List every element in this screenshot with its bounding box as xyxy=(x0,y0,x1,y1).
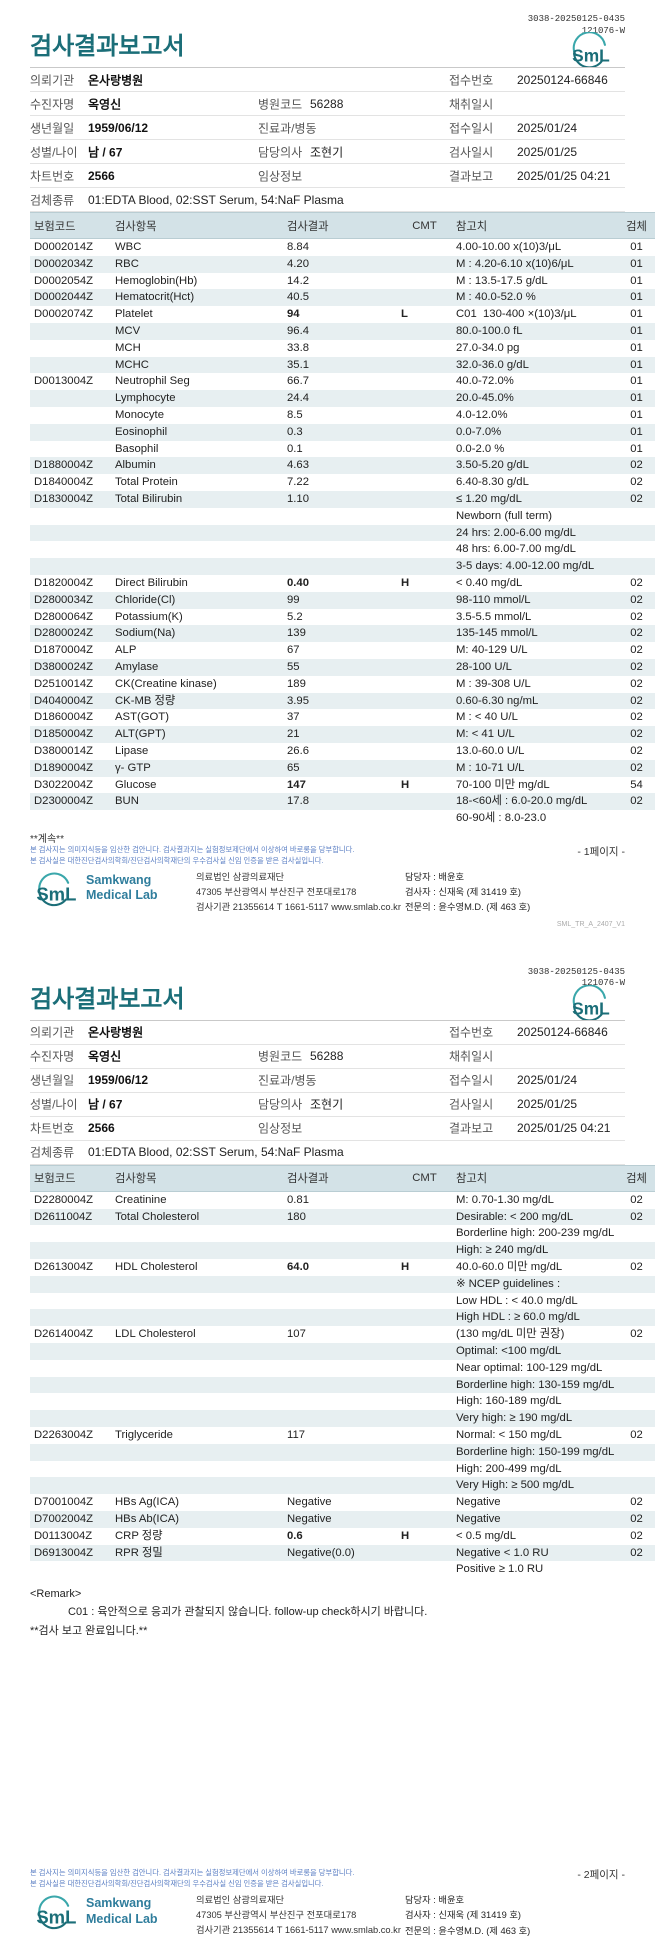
svg-text:SmL: SmL xyxy=(572,46,610,66)
svg-text:SmL: SmL xyxy=(36,883,76,904)
svg-text:SmL: SmL xyxy=(572,998,610,1018)
svg-text:SmL: SmL xyxy=(36,1907,76,1928)
